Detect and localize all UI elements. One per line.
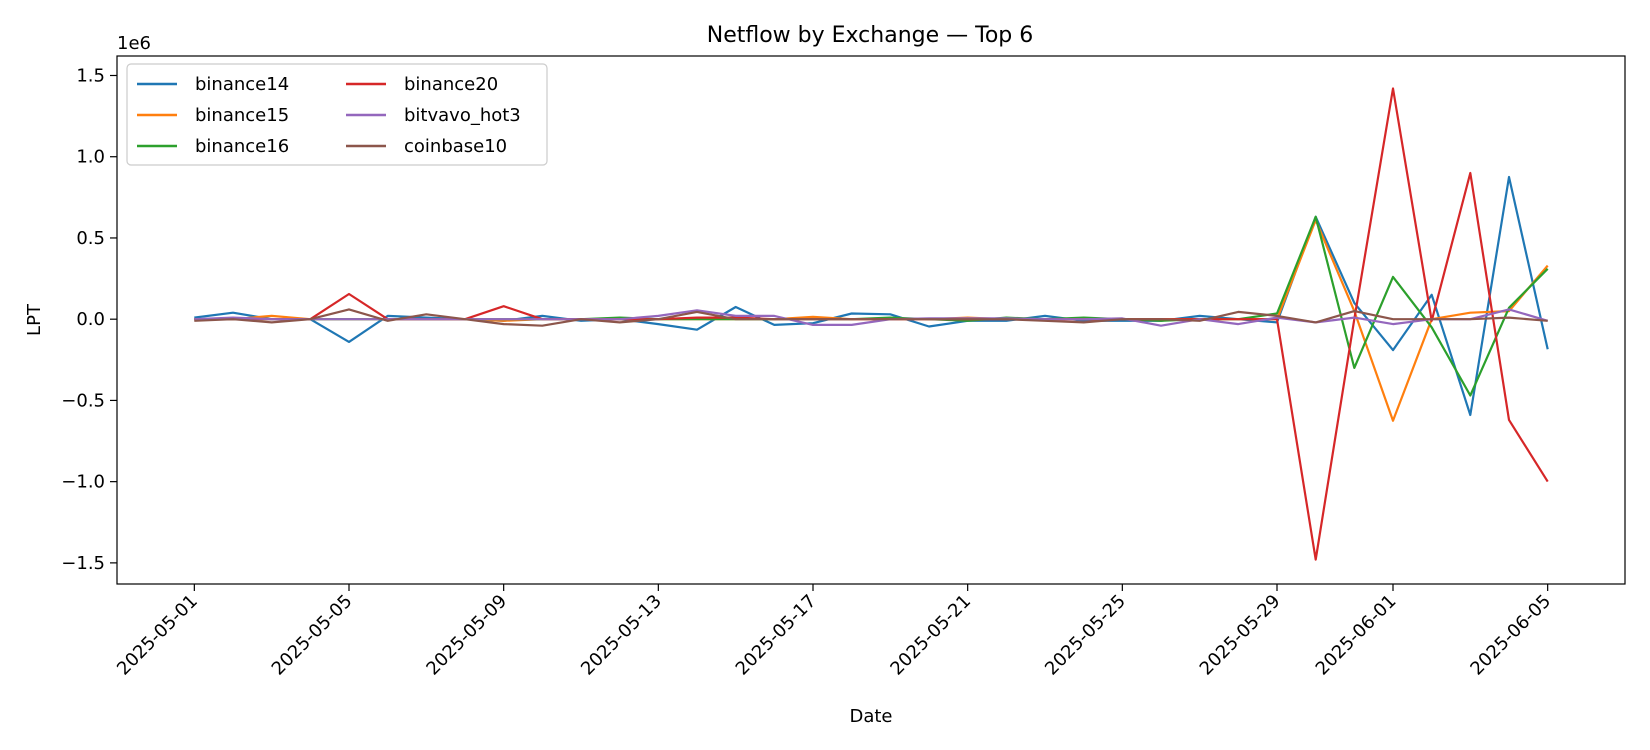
x-tick-label: 2025-05-09 [422,591,511,680]
legend-box [126,63,548,166]
x-tick-label: 2025-05-21 [886,591,975,680]
x-tick-label: 2025-05-17 [732,591,821,680]
x-axis-ticks: 2025-05-01 2025-05-05 2025-05-09 2025-05-13… [113,584,1555,680]
y-tick-label: −1.0 [61,472,105,493]
legend-label: binance16 [195,136,289,157]
legend-label: binance20 [404,74,498,95]
x-tick-label: 2025-05-29 [1196,591,1285,680]
legend: binance14 binance15 binance16 binance20 bitv… [126,63,548,166]
series-line-coinbase10 [194,308,1548,327]
x-tick-label: 2025-06-01 [1312,591,1401,680]
legend-label: coinbase10 [404,136,507,157]
series-line-binance14 [194,175,1549,417]
series-line-binance15 [194,219,1549,422]
legend-label: binance14 [195,74,289,95]
x-tick-label: 2025-05-05 [268,591,357,680]
plot-area [194,87,1549,561]
chart-title: Netflow by Exchange — Top 6 [707,23,1034,48]
y-tick-label: −0.5 [61,390,105,411]
y-tick-label: 0.0 [76,309,105,330]
y-tick-label: 1.0 [76,147,105,168]
y-tick-label: −1.5 [61,553,105,574]
series-line-binance16 [194,215,1549,397]
x-axis-label: Date [849,706,892,727]
x-tick-label: 2025-05-25 [1041,591,1130,680]
y-tick-label: 0.5 [76,228,105,249]
x-tick-label: 2025-05-01 [113,591,202,680]
legend-label: binance15 [195,105,289,126]
legend-label: bitvavo_hot3 [404,105,521,126]
x-tick-label: 2025-05-13 [577,591,666,680]
y-axis-ticks: −1.5 −1.0 −0.5 0.0 0.5 1.0 1.5 [61,65,117,574]
y-offset-label: 1e6 [117,33,151,54]
y-tick-label: 1.5 [76,65,105,86]
x-tick-label: 2025-06-05 [1466,591,1555,680]
y-axis-label: LPT [24,303,45,336]
plot-frame [116,55,1626,585]
